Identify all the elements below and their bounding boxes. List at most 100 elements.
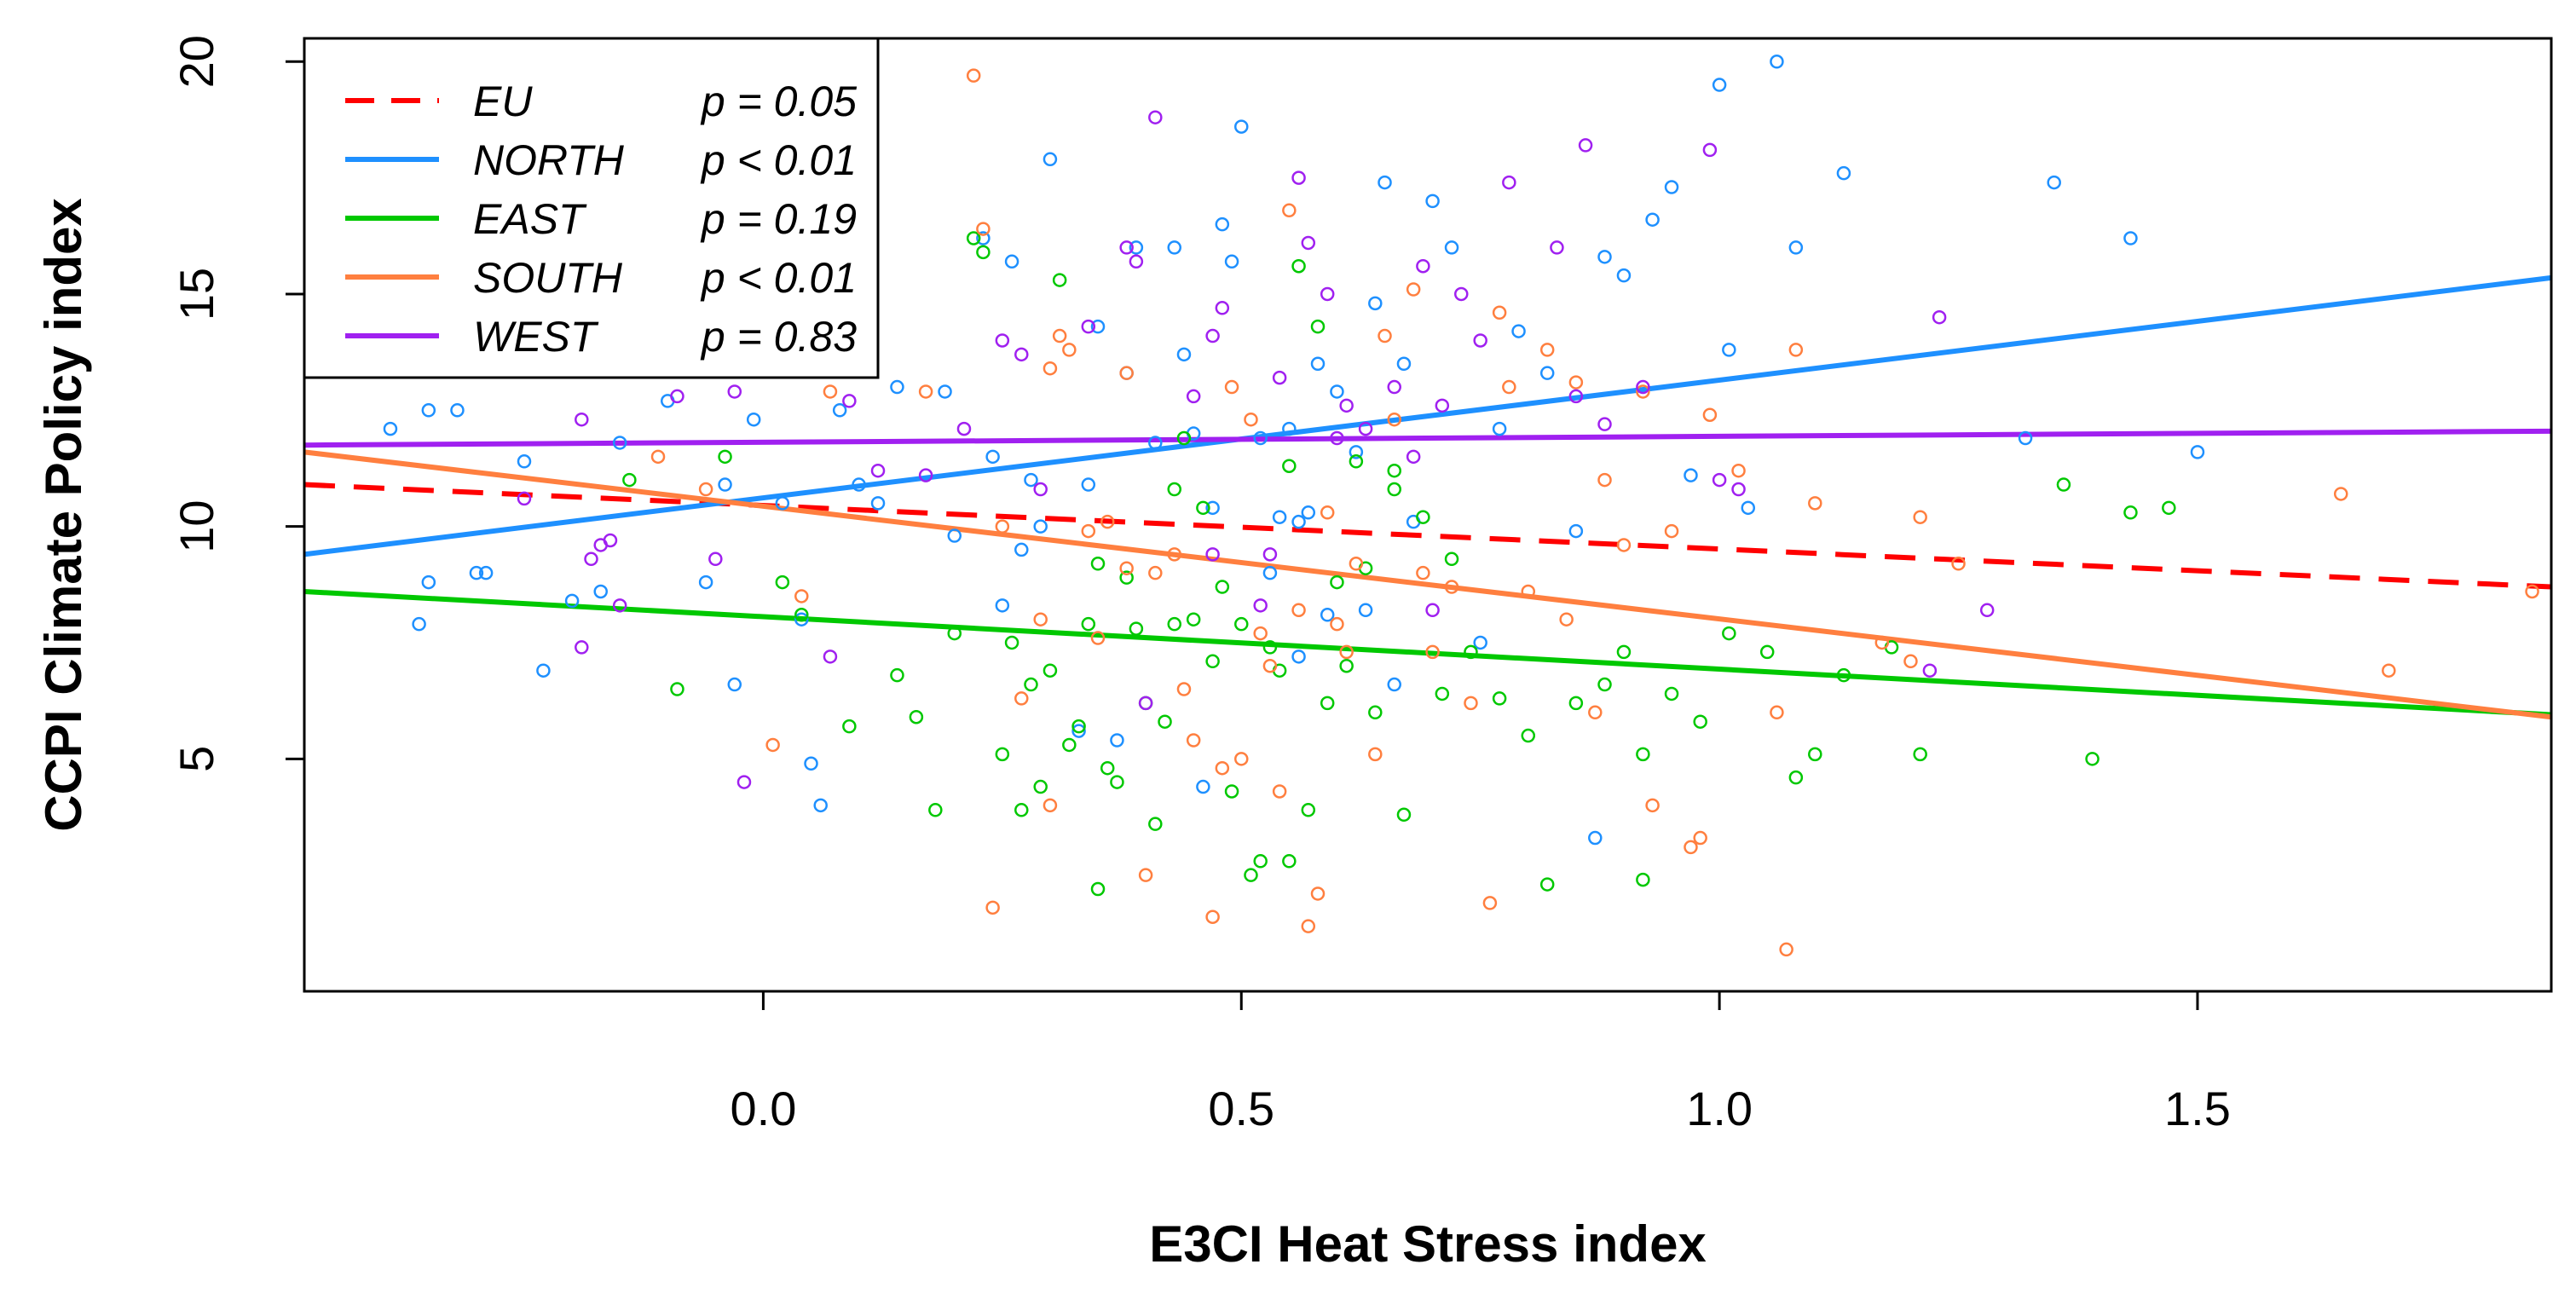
point-north-80	[1836, 165, 1851, 181]
legend-pvalue-eu: p = 0.05	[700, 78, 857, 125]
point-north-10	[593, 584, 608, 599]
point-north-43	[1205, 500, 1220, 516]
point-north-20	[813, 798, 828, 813]
point-west-29	[1272, 370, 1287, 385]
point-south-34	[1320, 505, 1335, 520]
point-south-35	[1330, 616, 1344, 632]
point-west-30	[1291, 170, 1306, 185]
point-south-68	[1903, 654, 1918, 669]
point-east-22	[1090, 881, 1106, 897]
point-west-33	[1330, 430, 1344, 446]
point-south-73	[2525, 584, 2539, 599]
point-west-45	[1568, 389, 1584, 404]
point-east-49	[1349, 454, 1364, 469]
point-south-55	[1616, 538, 1632, 552]
point-south-31	[1291, 603, 1306, 618]
point-east-56	[1464, 644, 1478, 660]
point-south-33	[1310, 886, 1326, 901]
point-north-76	[1722, 343, 1736, 357]
point-east-17	[1043, 663, 1058, 678]
point-north-22	[852, 477, 866, 492]
point-north-23	[870, 496, 886, 511]
point-north-83	[2123, 231, 2138, 245]
point-north-1	[421, 403, 436, 418]
point-west-39	[1425, 603, 1440, 618]
point-east-31	[1176, 430, 1192, 446]
point-east-16	[1033, 779, 1048, 794]
point-east-45	[1310, 319, 1326, 334]
point-north-46	[1234, 119, 1249, 134]
point-north-54	[1320, 608, 1335, 622]
y-tick-label: 20	[170, 35, 223, 88]
point-north-81	[2018, 430, 2033, 446]
point-north-87	[1081, 477, 1096, 492]
point-south-45	[1464, 696, 1478, 711]
point-north-32	[1024, 472, 1038, 488]
point-west-50	[1731, 482, 1746, 497]
point-east-82	[1167, 616, 1181, 632]
trend-line-south	[303, 449, 2552, 720]
point-west-11	[823, 650, 838, 664]
point-north-52	[1301, 505, 1316, 520]
point-east-36	[1224, 784, 1239, 799]
point-north-31	[1014, 542, 1029, 557]
point-north-37	[1110, 733, 1124, 748]
point-east-69	[1808, 747, 1822, 762]
point-south-37	[1349, 557, 1364, 571]
point-east-7	[909, 709, 924, 725]
point-east-43	[1291, 258, 1306, 274]
point-north-25	[938, 384, 952, 399]
point-south-70	[1951, 557, 1966, 571]
point-south-63	[1770, 705, 1784, 720]
point-west-17	[1014, 347, 1029, 362]
point-west-5	[575, 640, 589, 655]
legend-label-north: NORTH	[473, 136, 625, 184]
point-north-63	[1425, 193, 1440, 209]
point-north-45	[1224, 254, 1239, 269]
x-axis: 0.0 0.5 1.0 1.5	[730, 991, 2231, 1135]
point-north-77	[1741, 500, 1756, 516]
point-east-70	[1836, 667, 1851, 683]
point-south-61	[1702, 407, 1718, 422]
point-north-68	[1539, 366, 1555, 380]
point-south-67	[1874, 635, 1890, 650]
point-north-33	[1033, 519, 1048, 534]
point-south-13	[1062, 343, 1077, 357]
point-east-59	[1539, 877, 1555, 892]
point-south-50	[1539, 343, 1555, 357]
legend-pvalue-north: p < 0.01	[700, 136, 857, 184]
point-north-27	[976, 231, 991, 245]
legend-label-eu: EU	[473, 78, 533, 125]
point-north-69	[1568, 523, 1584, 539]
point-east-32	[1186, 612, 1201, 626]
point-north-3	[421, 574, 436, 590]
point-east-62	[1616, 644, 1632, 660]
point-north-64	[1444, 240, 1459, 255]
point-east-78	[1090, 557, 1106, 571]
point-east-57	[1492, 691, 1507, 706]
point-south-53	[1588, 705, 1603, 720]
point-east-46	[1320, 696, 1335, 711]
point-east-52	[1387, 463, 1401, 478]
x-axis-title: E3CI Heat Stress index	[1149, 1215, 1707, 1273]
point-north-79	[1788, 240, 1804, 255]
point-south-14	[1081, 523, 1096, 539]
point-north-73	[1664, 180, 1679, 194]
point-east-29	[1158, 714, 1172, 729]
point-south-42	[1416, 565, 1430, 580]
point-west-37	[1406, 449, 1421, 465]
point-east-6	[890, 667, 904, 683]
point-east-34	[1205, 654, 1220, 669]
point-east-10	[966, 231, 981, 245]
point-north-24	[890, 379, 904, 395]
legend-pvalue-south: p < 0.01	[700, 254, 857, 302]
point-north-18	[794, 612, 809, 626]
point-east-80	[1636, 872, 1650, 887]
point-north-60	[1387, 677, 1401, 692]
point-west-55	[1205, 547, 1220, 562]
point-west-19	[1081, 319, 1096, 334]
point-west-18	[1033, 482, 1048, 497]
point-north-61	[1396, 356, 1412, 372]
point-east-9	[947, 626, 962, 641]
